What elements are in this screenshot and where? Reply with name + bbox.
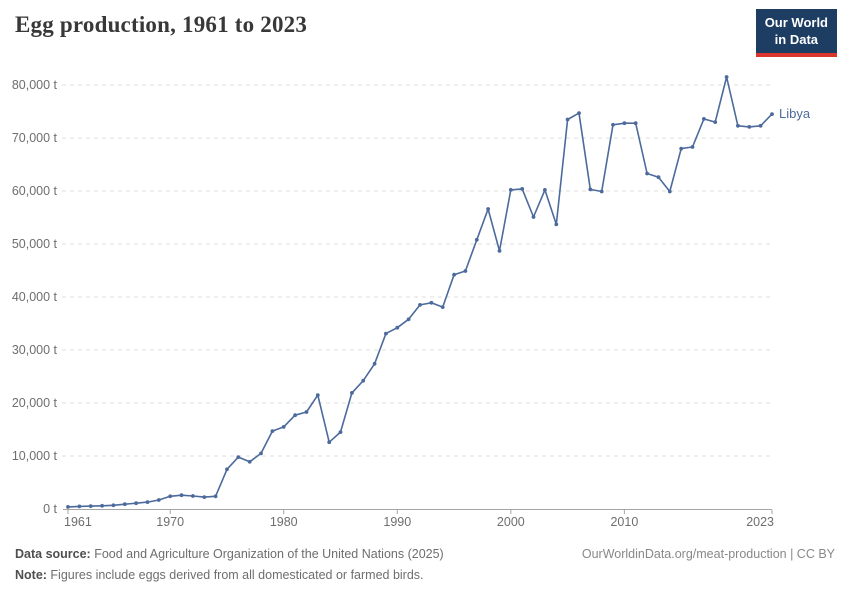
data-point[interactable] [406, 317, 411, 322]
owid-logo-line2: in Data [774, 31, 819, 47]
y-axis-tick-label: 30,000 t [12, 343, 58, 357]
series-label-libya[interactable]: Libya [779, 106, 811, 121]
note-label: Note: [15, 568, 47, 582]
data-point[interactable] [690, 145, 695, 149]
data-point[interactable] [281, 425, 286, 429]
data-point[interactable] [611, 122, 615, 127]
data-point[interactable] [736, 123, 740, 128]
data-point[interactable] [395, 325, 400, 330]
data-point[interactable] [259, 451, 263, 456]
data-point[interactable] [656, 175, 661, 180]
data-point[interactable] [100, 503, 104, 508]
data-point[interactable] [497, 249, 502, 253]
data-point[interactable] [202, 495, 207, 499]
data-point[interactable] [508, 188, 513, 192]
data-source-label: Data source: [15, 547, 91, 561]
data-point[interactable] [225, 467, 229, 472]
data-source-row: Data source: Food and Agriculture Organi… [15, 544, 444, 565]
x-axis-tick-label: 2010 [610, 515, 638, 529]
y-axis-tick-label: 60,000 t [12, 184, 58, 198]
data-point[interactable] [168, 494, 173, 499]
data-point[interactable] [577, 111, 581, 115]
x-axis-tick-label: 1990 [383, 515, 411, 529]
data-point[interactable] [66, 505, 70, 509]
data-point[interactable] [622, 121, 627, 126]
data-point[interactable] [384, 331, 388, 336]
data-point[interactable] [554, 222, 559, 227]
data-point[interactable] [531, 215, 536, 219]
data-point[interactable] [372, 361, 377, 366]
data-point[interactable] [213, 494, 218, 499]
data-point[interactable] [679, 146, 684, 151]
data-point[interactable] [293, 413, 297, 418]
data-point[interactable] [543, 188, 547, 192]
data-point[interactable] [724, 75, 729, 79]
x-axis-tick-label: 2000 [497, 515, 525, 529]
data-point[interactable] [361, 378, 366, 383]
owid-logo-line1: Our World [764, 15, 828, 30]
data-point[interactable] [463, 269, 468, 273]
y-axis-tick-label: 50,000 t [12, 237, 58, 251]
data-point[interactable] [440, 305, 445, 309]
footer-link[interactable]: OurWorldinData.org/meat-production | CC … [581, 547, 835, 561]
data-point[interactable] [77, 504, 82, 509]
y-axis-tick-label: 80,000 t [12, 78, 58, 92]
data-point[interactable] [338, 430, 343, 434]
x-axis-tick-label: 1970 [156, 515, 184, 529]
data-point[interactable] [713, 120, 718, 124]
owid-logo[interactable]: Our World in Data [755, 9, 837, 57]
data-point[interactable] [315, 393, 320, 397]
y-axis-tick-label: 70,000 t [12, 131, 58, 145]
data-point[interactable] [429, 300, 434, 305]
y-axis-tick-label: 20,000 t [12, 396, 58, 410]
data-point[interactable] [327, 440, 332, 445]
data-series-line[interactable] [67, 76, 773, 508]
data-point[interactable] [134, 501, 139, 506]
note-row: Note: Figures include eggs derived from … [15, 565, 444, 586]
y-axis-tick-label: 10,000 t [12, 449, 58, 463]
y-axis-tick-label: 0 t [43, 502, 57, 516]
data-point[interactable] [156, 498, 161, 502]
data-point[interactable] [111, 503, 116, 508]
data-point[interactable] [474, 237, 479, 242]
page-title: Egg production, 1961 to 2023 [15, 12, 308, 37]
data-point[interactable] [520, 187, 525, 191]
y-axis-tick-label: 40,000 t [12, 290, 58, 304]
data-point[interactable] [247, 459, 252, 464]
data-point[interactable] [122, 502, 127, 507]
data-point[interactable] [599, 189, 604, 194]
data-point[interactable] [191, 494, 195, 498]
x-axis-tick-label: 1980 [270, 515, 298, 529]
x-axis-tick-label: 2023 [746, 515, 774, 529]
data-point[interactable] [486, 207, 490, 211]
chart-footer: Data source: Food and Agriculture Organi… [15, 544, 444, 586]
data-point[interactable] [350, 391, 354, 395]
data-source-text: Food and Agriculture Organization of the… [90, 547, 444, 561]
data-point[interactable] [145, 500, 150, 504]
data-point[interactable] [452, 272, 456, 277]
data-point[interactable] [667, 189, 672, 194]
data-point[interactable] [304, 410, 309, 414]
data-point[interactable] [645, 171, 649, 176]
data-point[interactable] [236, 455, 241, 459]
data-point[interactable] [770, 112, 774, 116]
data-point[interactable] [565, 117, 570, 122]
data-point[interactable] [588, 187, 593, 192]
data-point[interactable] [418, 303, 422, 307]
data-point[interactable] [633, 121, 638, 126]
x-axis-tick-label: 1961 [64, 515, 92, 529]
data-point[interactable] [702, 117, 706, 121]
data-point[interactable] [179, 493, 184, 498]
data-point[interactable] [270, 429, 275, 433]
data-point[interactable] [747, 125, 752, 129]
data-point[interactable] [88, 504, 93, 508]
note-text: Figures include eggs derived from all do… [46, 568, 424, 582]
data-point[interactable] [758, 123, 763, 128]
